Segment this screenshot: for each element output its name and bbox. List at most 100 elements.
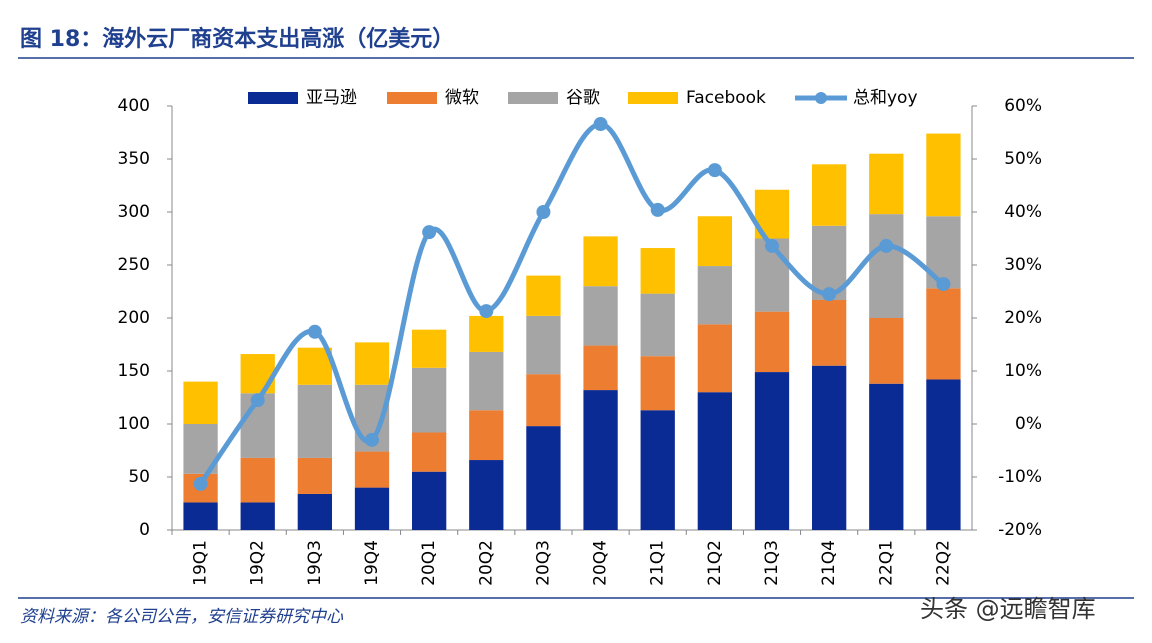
bar [240, 502, 275, 530]
legend-label: Facebook [686, 88, 766, 108]
legend-label: 谷歌 [566, 88, 600, 108]
bar [412, 471, 447, 530]
y-tick-label: 300 [118, 202, 150, 222]
bar [412, 329, 447, 368]
y2-tick-label: 30% [1004, 255, 1042, 275]
y-tick-label: 200 [118, 308, 150, 328]
bar [754, 311, 790, 373]
bar [354, 342, 390, 385]
y-tick-label: 400 [118, 96, 150, 116]
y-tick-label: 150 [118, 361, 150, 381]
bar [412, 367, 447, 433]
y-tick-label: 100 [118, 414, 150, 434]
x-tick-label: 21Q1 [648, 540, 668, 586]
y-tick-label: 50 [128, 467, 150, 487]
x-tick-label: 21Q2 [705, 540, 725, 586]
x-tick-label: 19Q3 [305, 540, 325, 586]
bar [526, 315, 561, 375]
bar [240, 457, 275, 503]
bar [297, 384, 332, 458]
line-marker [650, 202, 665, 217]
bar [640, 248, 675, 294]
y2-tick-label: 10% [1004, 361, 1042, 381]
bar [640, 293, 675, 357]
x-tick-label: 20Q3 [533, 540, 553, 586]
bar [583, 236, 618, 287]
line-marker [707, 163, 722, 178]
line-marker [536, 205, 551, 219]
line-marker [307, 324, 322, 339]
legend-swatch [508, 92, 558, 104]
bar [812, 365, 847, 530]
bar [240, 354, 275, 394]
y2-tick-label: 20% [1004, 308, 1042, 328]
legend-label: 微软 [445, 88, 479, 108]
bar [926, 379, 961, 530]
bar [297, 347, 332, 385]
bar [754, 372, 790, 530]
bar [697, 324, 732, 393]
bar [297, 457, 332, 494]
line-marker [593, 117, 608, 132]
line-marker [250, 393, 265, 408]
legend-label: 亚马逊 [306, 88, 357, 108]
bar [469, 460, 504, 530]
bar [869, 318, 904, 384]
line-marker [479, 304, 494, 319]
source: 资料来源：各公司公告，安信证券研究中心 [20, 607, 344, 627]
legend-swatch [815, 92, 827, 104]
bar [697, 216, 732, 267]
line-marker [193, 476, 208, 491]
bar [640, 410, 675, 530]
bar [354, 451, 390, 488]
bar [812, 299, 847, 366]
bar [183, 381, 218, 424]
y-tick-label: 0 [139, 520, 150, 540]
x-tick-label: 19Q1 [191, 540, 211, 586]
bar [926, 133, 961, 217]
y2-tick-label: 0% [1015, 414, 1042, 434]
x-tick-label: 20Q4 [591, 540, 611, 586]
y2-tick-label: -20% [998, 520, 1042, 540]
y2-tick-label: 50% [1004, 149, 1042, 169]
bar [583, 286, 618, 346]
bar [697, 392, 732, 530]
line-marker [879, 238, 894, 253]
x-tick-label: 21Q4 [819, 540, 839, 586]
bar [640, 356, 675, 411]
bar [926, 288, 961, 380]
bar [297, 493, 332, 530]
bar [469, 351, 504, 411]
line-marker [822, 287, 837, 302]
bar [469, 410, 504, 461]
x-tick-label: 19Q4 [362, 540, 382, 586]
bar [526, 374, 561, 427]
bar [869, 383, 904, 530]
y-tick-label: 250 [118, 255, 150, 275]
y2-tick-label: 60% [1004, 96, 1042, 116]
bar [412, 432, 447, 472]
line-marker [936, 277, 951, 292]
legend-swatch [387, 92, 437, 104]
chart-title: 图 18：海外云厂商资本支出高涨（亿美元） [20, 26, 454, 52]
bar [697, 266, 732, 325]
bar [583, 390, 618, 530]
legend-swatch [248, 92, 298, 104]
x-tick-label: 19Q2 [248, 540, 268, 586]
legend-label: 总和yoy [853, 88, 918, 108]
bar [583, 345, 618, 391]
bar [526, 275, 561, 316]
y-tick-label: 350 [118, 149, 150, 169]
line-marker [365, 432, 379, 447]
y2-tick-label: -10% [998, 467, 1042, 487]
bar [812, 164, 847, 226]
watermark: 头条 @远瞻智库 [920, 595, 1096, 623]
legend-swatch [628, 92, 678, 104]
bar [869, 214, 904, 318]
bar [183, 502, 218, 530]
y2-tick-label: 40% [1004, 202, 1042, 222]
x-tick-label: 20Q1 [419, 540, 439, 586]
line-marker [422, 225, 437, 240]
line-marker [765, 238, 779, 253]
